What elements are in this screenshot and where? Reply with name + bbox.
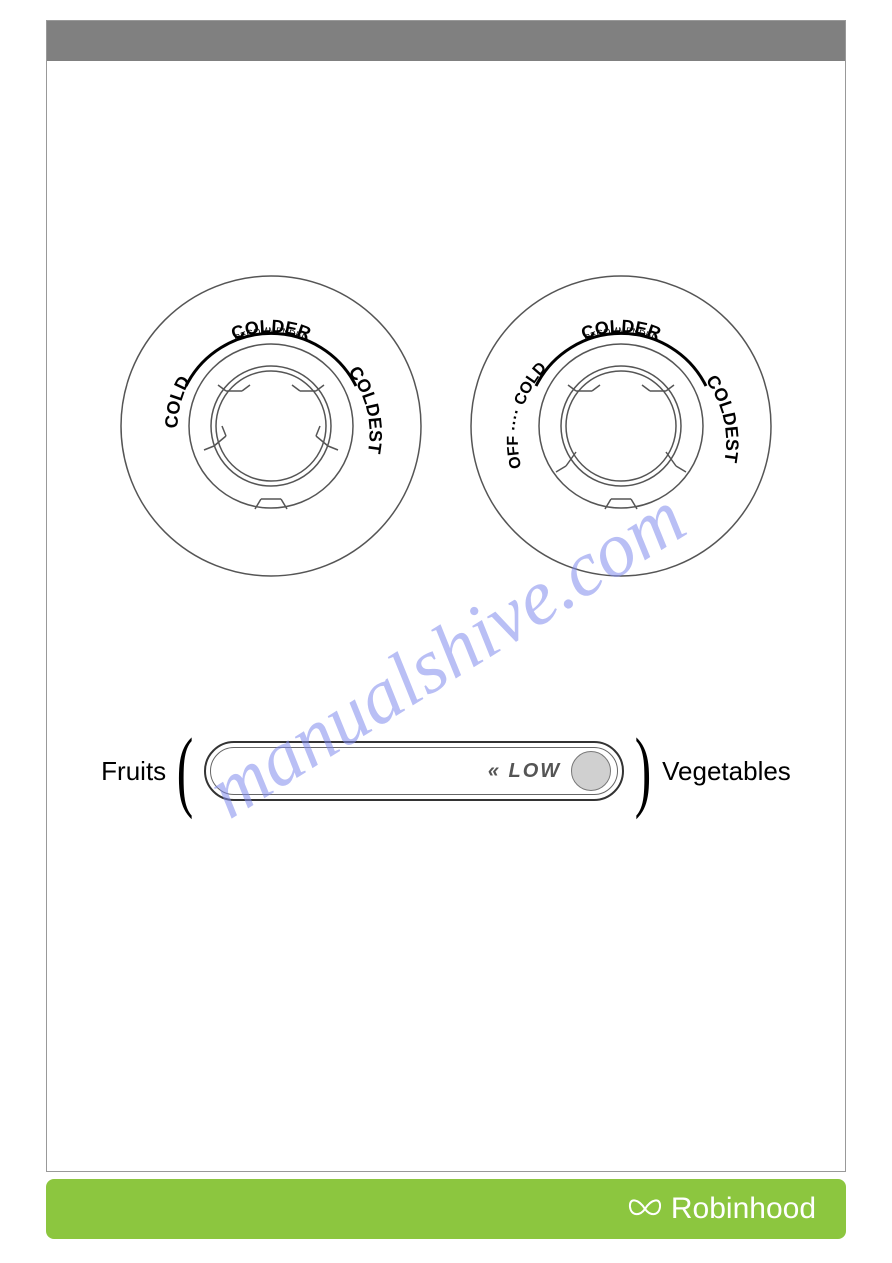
humidity-slider[interactable]: « LOW xyxy=(204,741,624,801)
butterfly-icon xyxy=(627,1195,663,1223)
slider-track: « LOW xyxy=(210,747,618,795)
brand-text: Robinhood xyxy=(671,1192,816,1226)
svg-text:COLDEST: COLDEST xyxy=(702,371,742,464)
humidity-slider-row: Fruits ( « LOW ) Vegetables xyxy=(47,741,845,801)
slider-left-label: Fruits xyxy=(101,756,166,787)
slider-indicator: « LOW xyxy=(488,760,561,783)
header-bar xyxy=(47,21,845,61)
dial-right-sub: RECOMMENDED xyxy=(583,325,660,343)
bracket-left-icon: ( xyxy=(177,741,193,801)
dial-right-right: COLDEST xyxy=(702,371,742,464)
fridge-dial[interactable]: COLDER RECOMMENDED OFF ···· COLD COLDEST xyxy=(466,271,776,581)
page-frame: COLDER RECOMMENDED COLD COLDEST COLDER xyxy=(46,20,846,1172)
brand-logo: Robinhood xyxy=(627,1192,816,1226)
bracket-right-icon: ) xyxy=(635,741,651,801)
svg-text:RECOMMENDED: RECOMMENDED xyxy=(233,325,310,343)
dials-container: COLDER RECOMMENDED COLD COLDEST COLDER xyxy=(47,271,845,581)
freezer-dial[interactable]: COLDER RECOMMENDED COLD COLDEST xyxy=(116,271,426,581)
footer-bar: Robinhood xyxy=(46,1179,846,1239)
svg-text:RECOMMENDED: RECOMMENDED xyxy=(583,325,660,343)
dial-left-sub: RECOMMENDED xyxy=(233,325,310,343)
slider-knob[interactable] xyxy=(571,751,611,791)
slider-right-label: Vegetables xyxy=(662,756,791,787)
